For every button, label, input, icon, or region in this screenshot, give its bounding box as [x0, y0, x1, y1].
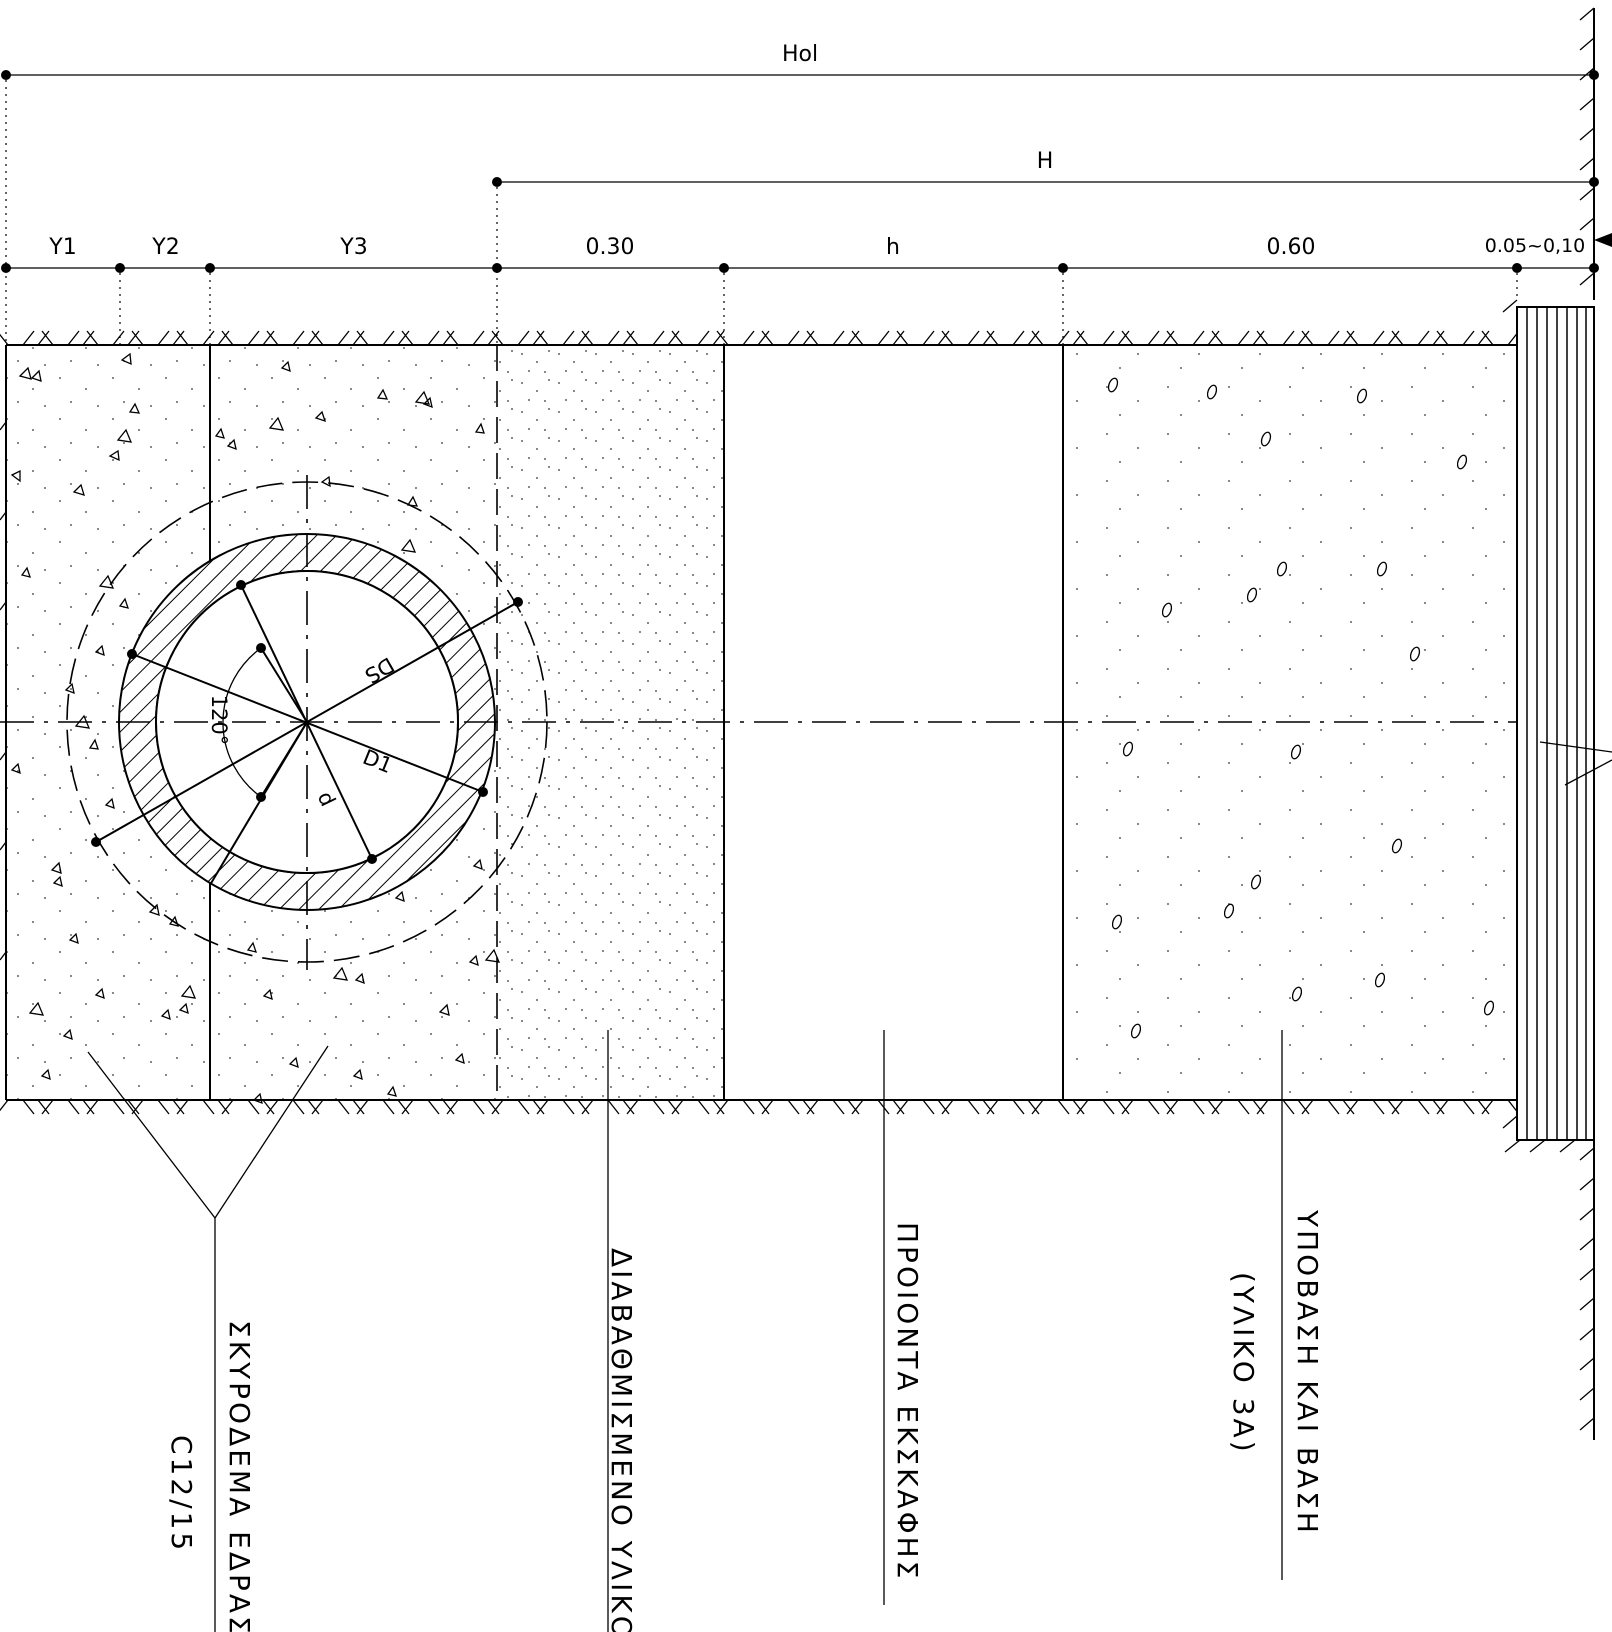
pavement-layers	[1502, 299, 1612, 1153]
dim-label-030: 0.30	[586, 235, 635, 260]
pipe-label-angle: 120°	[207, 695, 231, 746]
dim-label-060: 0.60	[1267, 235, 1316, 260]
callout-graded-material: ΔΙΑΒΑΘΜΙΣΜΕΝΟ ΥΛΙΚΟ	[605, 1248, 638, 1632]
callout-subbase: ΥΠΟΒΑΣΗ ΚΑΙ ΒΑΣΗ	[1291, 1209, 1324, 1536]
left-wall-hatch	[0, 421, 7, 961]
dim-label-h-small: h	[886, 235, 900, 260]
dim-label-005: 0.05~0,10	[1485, 235, 1586, 257]
dim-label-y3: Y3	[339, 235, 367, 260]
dim-label-y1: Y1	[48, 235, 76, 260]
callout-concrete: ΣΚΥΡΟΔΕΜΑ ΕΔΡΑΣ	[223, 1320, 256, 1632]
ground-hatching	[0, 330, 1520, 1115]
subbase-aggregate	[1107, 377, 1495, 1039]
angle-arc	[222, 647, 262, 798]
dim-label-h: H	[1037, 149, 1054, 174]
trench-outline	[5, 344, 1517, 1101]
dim-label-y2: Y2	[151, 235, 179, 260]
dimension-lines: Hol H Y1 Y2 Y3 0.30 h 0.60 0.05~0,10	[1, 42, 1612, 345]
dim-label-hol: Hol	[782, 42, 818, 67]
ground-line-right	[1579, 7, 1595, 1440]
callout-excavation: ΠΡΟΙΟΝΤΑ ΕΚΣΚΑΦΗΣ	[891, 1222, 924, 1581]
pipe: DS D1 d 120°	[0, 475, 1517, 970]
callout-leaders	[87, 1030, 1283, 1632]
callout-concrete-class: C12/15	[165, 1435, 198, 1553]
callout-subbase-material: (ΥΛΙΚΟ 3Α)	[1227, 1272, 1260, 1455]
